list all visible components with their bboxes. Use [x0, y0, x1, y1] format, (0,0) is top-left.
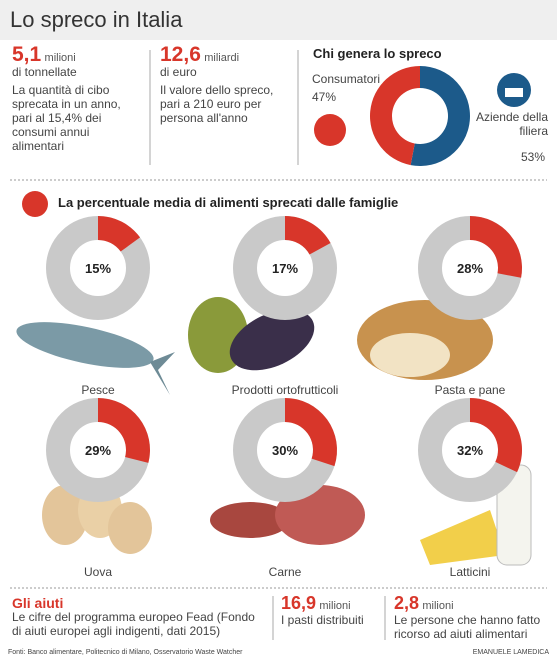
category-label: Uova	[8, 565, 188, 579]
stat: 5,1 milioni di tonnellate La quantità di…	[12, 48, 144, 153]
stat-text: La quantità di cibo sprecata in un anno,…	[12, 83, 144, 153]
value-label: 32%	[457, 443, 483, 458]
value-label: 17%	[272, 261, 298, 276]
aid-item: 2,8 milioni Le persone che hanno fatto r…	[394, 596, 549, 641]
donut-segment	[470, 398, 522, 472]
aid-unit: milioni	[319, 600, 350, 612]
value-label: 15%	[85, 261, 111, 276]
aid-title: Gli aiuti	[12, 596, 267, 610]
category-label: Carne	[195, 565, 375, 579]
value-label: 30%	[272, 443, 298, 458]
value-label: 29%	[85, 443, 111, 458]
value-label: 47%	[312, 90, 336, 104]
stat: 12,6 miliardi di euro Il valore dello sp…	[160, 48, 290, 125]
stat-unit2: di tonnellate	[12, 65, 77, 79]
donuts-title: La percentuale media di alimenti sprecat…	[58, 196, 398, 210]
stat-unit2: di euro	[160, 65, 197, 79]
illustrations	[13, 297, 531, 565]
category-label: Latticini	[380, 565, 557, 579]
category-label: Pesce	[8, 383, 188, 397]
stat-number: 12,6	[160, 43, 201, 66]
value-label: 28%	[457, 261, 483, 276]
category-label: Prodotti ortofrutticoli	[195, 383, 375, 397]
title: Lo spreco in Italia	[10, 7, 182, 33]
stat-unit: milioni	[45, 52, 76, 64]
aid-item-text: Le persone che hanno fatto ricorso ad ai…	[394, 613, 549, 641]
aid-text: Le cifre del programma europeo Fead (Fon…	[12, 610, 267, 638]
infographic: 15% 17% 28% 29% 30% 32% Lo spreco in Italia 5…	[0, 0, 557, 659]
aid-item: 16,9 milioni I pasti distribuiti	[281, 596, 381, 627]
factory-icon	[505, 88, 523, 97]
legend-label: Aziende della filiera	[470, 110, 548, 138]
value-label: 53%	[505, 150, 545, 164]
stat-unit: miliardi	[204, 52, 239, 64]
aid-number: 16,9	[281, 593, 316, 613]
source: Fonti: Banco alimentare, Politecnico di …	[8, 648, 242, 657]
people-icon	[314, 114, 346, 146]
credit: EMANUELE LAMEDICA	[473, 648, 549, 657]
pie-title: Chi genera lo spreco	[313, 47, 442, 61]
legend-label: Consumatori	[312, 72, 380, 86]
stat-text: Il valore dello spreco, pari a 210 euro …	[160, 83, 290, 125]
aid-item-text: I pasti distribuiti	[281, 613, 381, 627]
aid-number: 2,8	[394, 593, 419, 613]
aid-unit: milioni	[422, 600, 453, 612]
aid: Gli aiuti Le cifre del programma europeo…	[12, 596, 267, 638]
category-label: Pasta e pane	[380, 383, 557, 397]
stat-number: 5,1	[12, 43, 41, 66]
family-icon	[22, 191, 48, 217]
